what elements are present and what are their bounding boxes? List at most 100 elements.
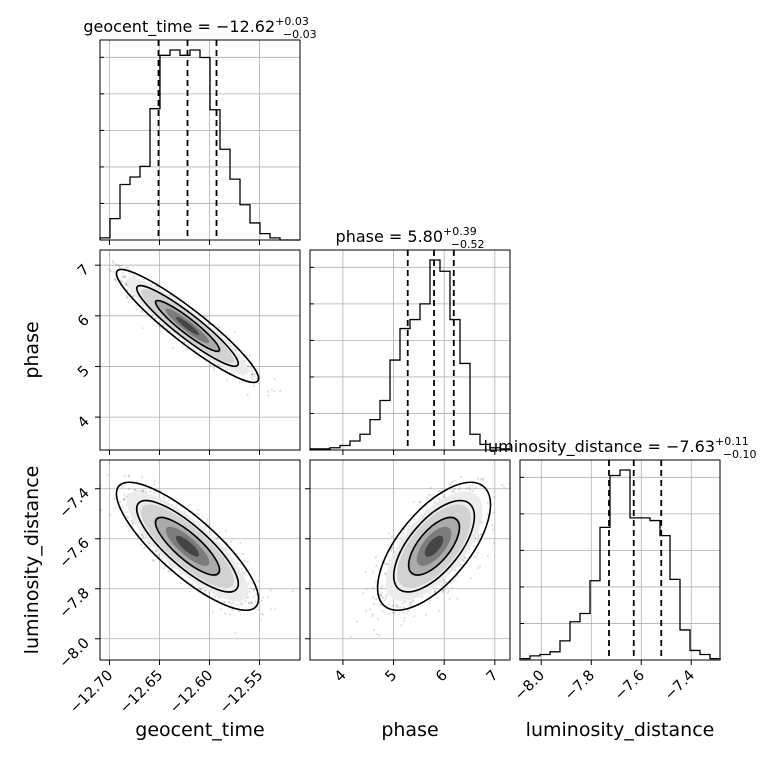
sample-point (168, 329, 171, 333)
sample-point (111, 260, 114, 263)
sample-point (385, 594, 388, 597)
sample-point (255, 377, 258, 380)
sample-point (260, 600, 263, 603)
sample-point (153, 479, 156, 482)
sample-point (474, 486, 477, 489)
sample-point (387, 532, 391, 535)
sample-point (386, 562, 389, 566)
sample-point (450, 481, 454, 484)
sample-point (402, 606, 405, 609)
sample-point (253, 375, 256, 378)
sample-point (257, 608, 260, 611)
sample-point (128, 272, 131, 275)
sample-point (460, 563, 463, 567)
sample-point (168, 569, 171, 572)
sample-point (142, 535, 145, 539)
sample-point (260, 612, 263, 615)
sample-point (142, 489, 145, 492)
sample-point (219, 608, 222, 611)
sample-point (242, 349, 245, 352)
sample-point (128, 488, 131, 491)
sample-point (122, 275, 126, 278)
sample-point (251, 370, 254, 373)
sample-point (251, 601, 254, 604)
sample-point (401, 602, 404, 605)
sample-point (224, 529, 227, 533)
sample-point (130, 519, 133, 522)
sample-point (457, 488, 460, 491)
sample-point (156, 554, 160, 557)
sample-point (246, 393, 249, 396)
histogram-geocent-time (99, 49, 300, 241)
sample-point (413, 518, 416, 521)
sample-point (236, 604, 239, 607)
sample-point (409, 600, 412, 604)
sample-point (384, 562, 387, 566)
sample-point (371, 613, 374, 616)
sample-point (108, 513, 111, 516)
sample-point (473, 540, 476, 543)
sample-point (120, 485, 124, 488)
sample-point (234, 331, 237, 334)
sample-point (183, 341, 186, 344)
sample-point (247, 365, 250, 368)
sample-point (141, 311, 144, 314)
density-fill (424, 535, 444, 557)
sample-point (266, 595, 269, 599)
sample-point (274, 607, 277, 610)
panel-frame (99, 459, 301, 661)
sample-point (162, 567, 165, 570)
sample-point (188, 590, 192, 593)
sample-point (217, 364, 220, 367)
sample-point (428, 601, 431, 604)
sample-point (234, 631, 237, 634)
sample-point (213, 368, 216, 371)
sample-point (391, 546, 394, 549)
sample-point (118, 266, 121, 269)
sample-point (248, 590, 251, 593)
contour-line (135, 499, 240, 593)
sample-point (242, 552, 245, 555)
xlabel-geocent-time: geocent_time (135, 719, 264, 741)
sample-point (152, 558, 155, 562)
sample-point (228, 613, 231, 616)
sample-point (384, 596, 388, 600)
sample-point (273, 378, 276, 381)
density-fill (175, 316, 200, 336)
sample-point (230, 540, 233, 543)
sample-point (240, 567, 243, 571)
sample-point (97, 476, 99, 478)
sample-point (123, 498, 126, 501)
sample-point (364, 570, 367, 574)
sample-point (409, 605, 412, 608)
sample-point (149, 490, 152, 493)
sample-point (482, 478, 485, 482)
sample-point (227, 601, 230, 604)
y-tick-label: −7.6 (57, 535, 93, 571)
sample-point (371, 586, 374, 590)
sample-point (463, 556, 466, 560)
sample-point (371, 571, 374, 574)
sample-point (421, 595, 424, 599)
sample-point (477, 533, 480, 537)
sample-point (486, 502, 489, 505)
sample-point (118, 264, 121, 267)
sample-point (380, 586, 383, 590)
sample-point (203, 589, 206, 593)
sample-point (349, 635, 352, 638)
sample-point (501, 484, 504, 487)
sample-point (113, 507, 116, 510)
sample-point (491, 524, 494, 527)
sample-point (135, 308, 138, 311)
sample-point (267, 394, 270, 397)
y-tick-label: 6 (75, 312, 93, 330)
sample-point (476, 567, 480, 570)
x-tick-label: −12.60 (167, 668, 216, 717)
sample-point (373, 602, 376, 605)
sample-point (383, 599, 386, 602)
sample-point (186, 348, 189, 351)
sample-point (108, 268, 112, 271)
sample-point (365, 609, 368, 612)
sample-point (437, 490, 441, 493)
contour-line (135, 284, 240, 368)
